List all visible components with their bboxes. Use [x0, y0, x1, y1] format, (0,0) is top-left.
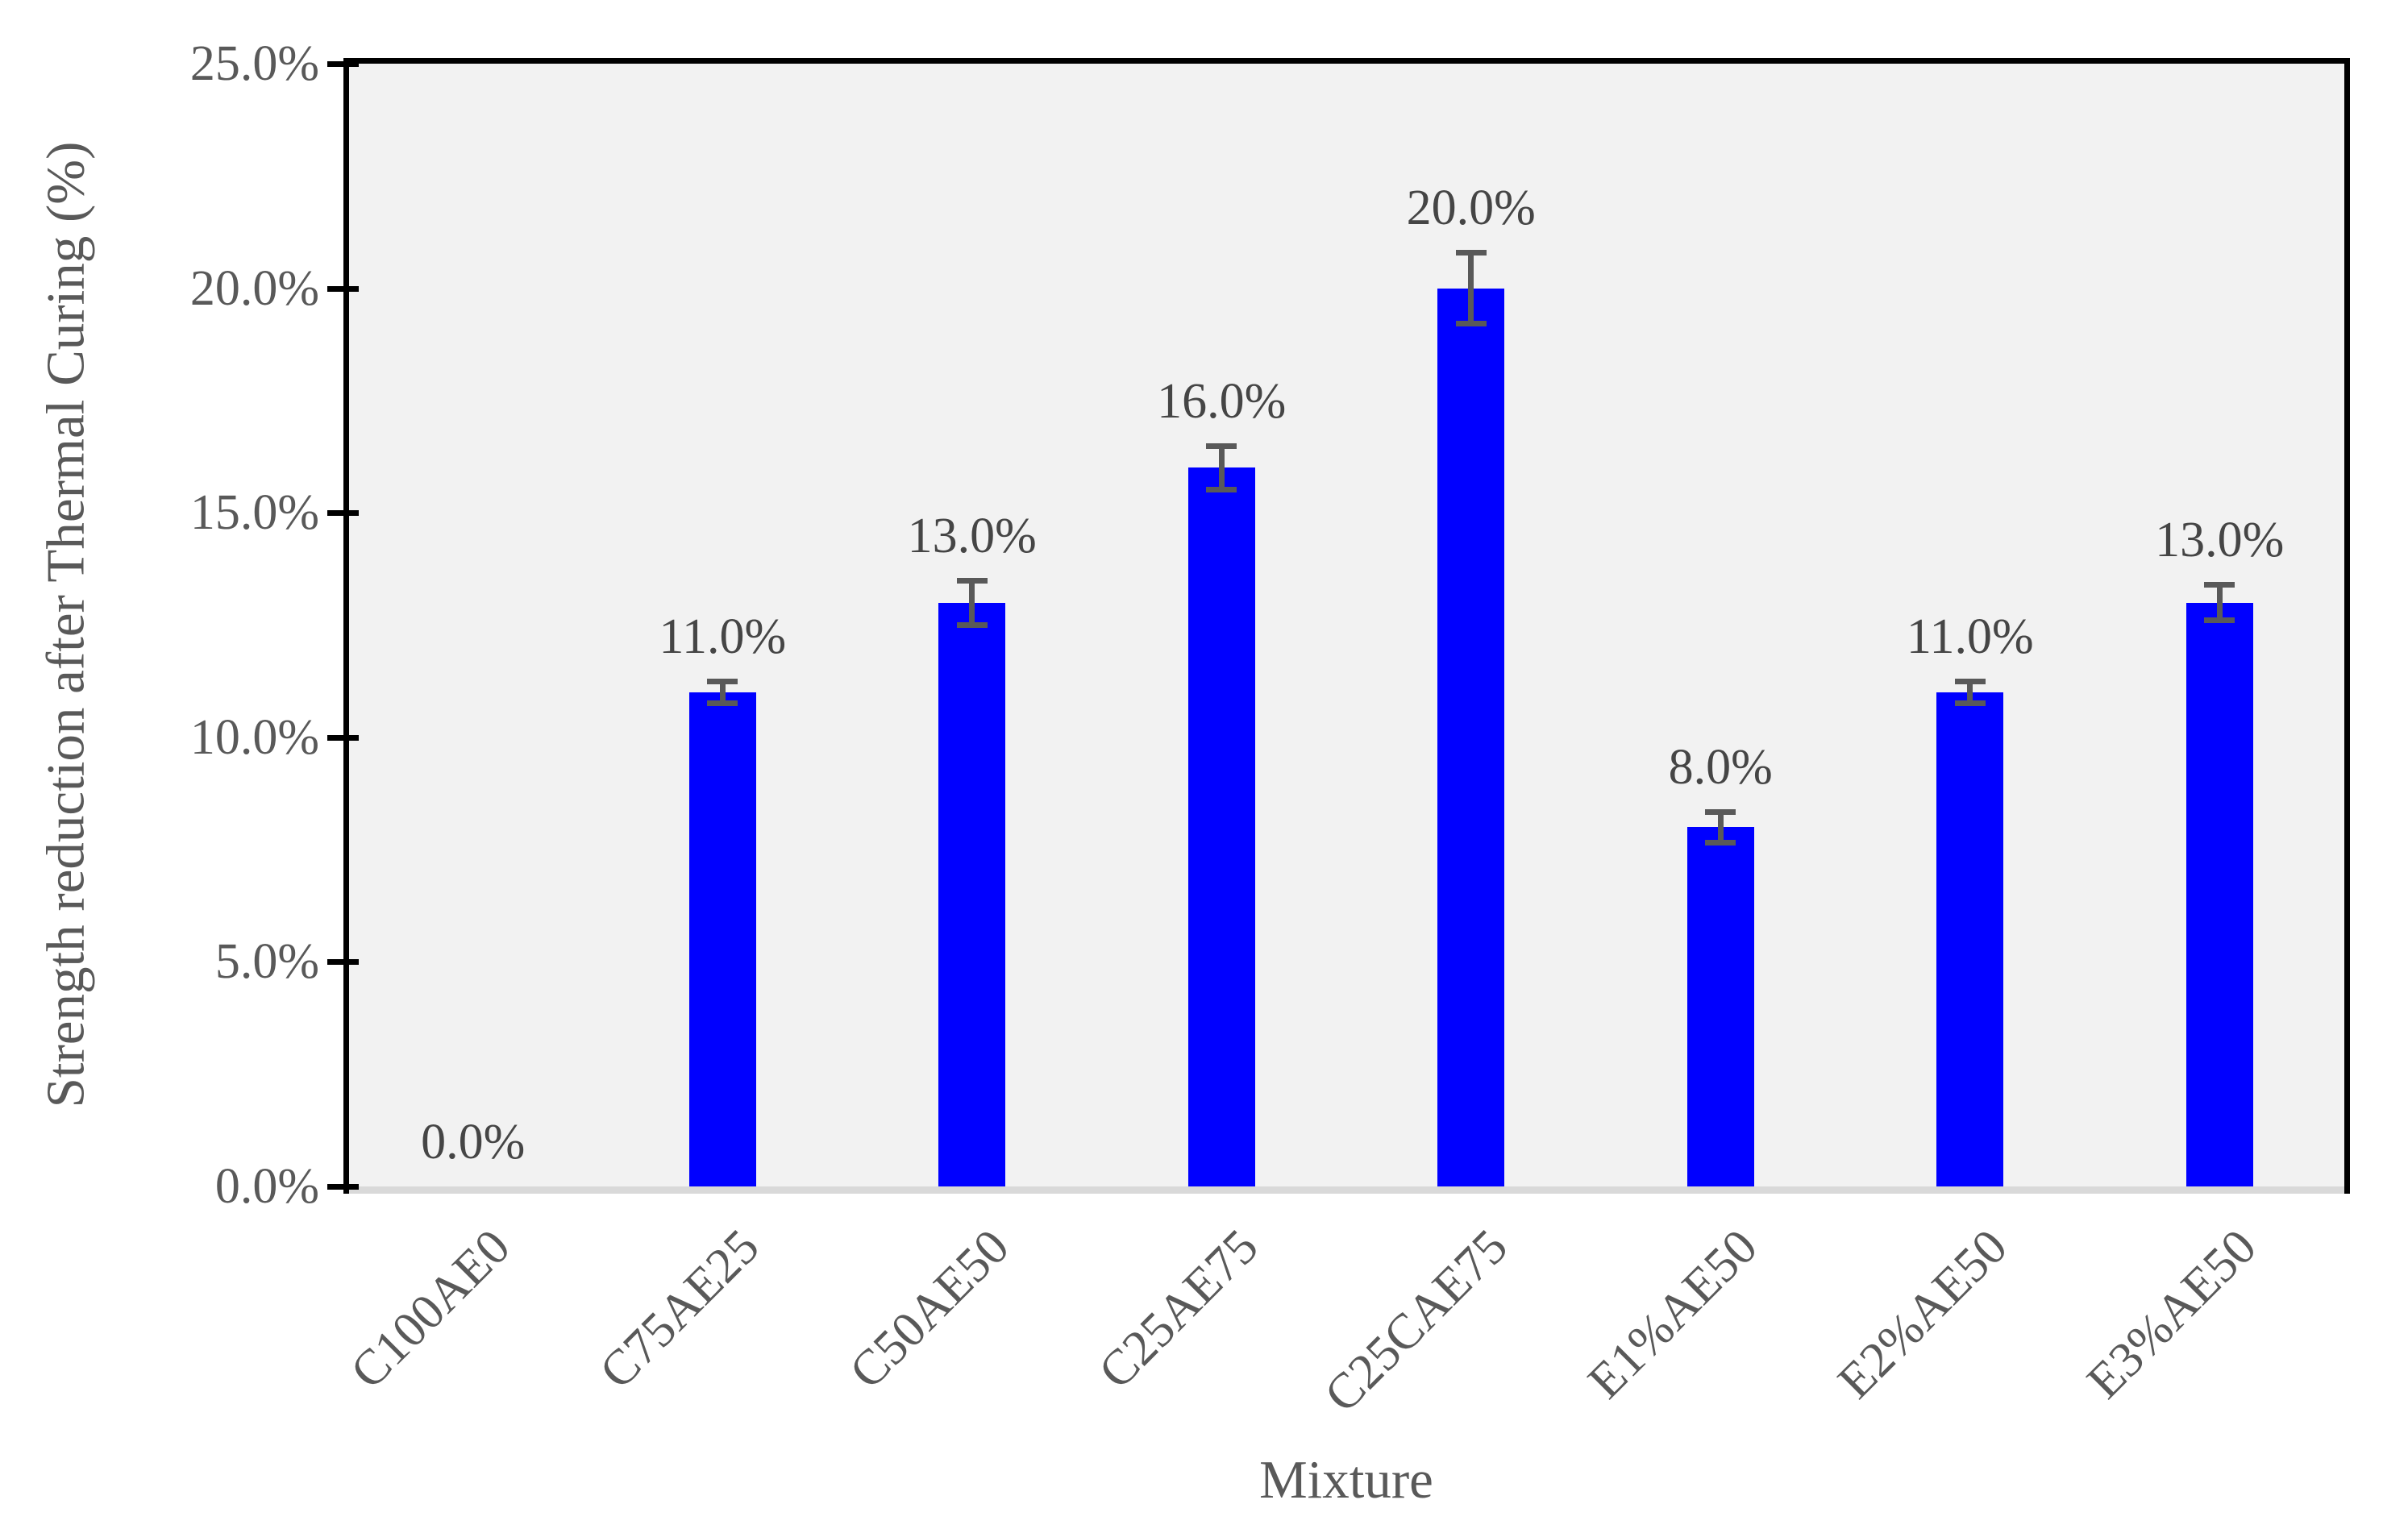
bar [1187, 467, 1255, 1186]
y-axis-tick-label: 10.0% [189, 709, 319, 765]
category-axis-line [349, 1186, 2344, 1194]
plot-border-right [2344, 58, 2350, 1194]
bar-value-label: 11.0% [1906, 609, 2034, 665]
error-bar-cap-bottom [707, 700, 738, 706]
category-axis-label: C75AE25 [589, 1219, 770, 1400]
plot-area [349, 64, 2344, 1194]
bar-value-label: 13.0% [2155, 513, 2285, 568]
error-bar-cap-bottom [1705, 839, 1736, 846]
y-axis-tick [327, 61, 359, 67]
bar [2185, 602, 2253, 1186]
bar-value-label: 0.0% [421, 1115, 526, 1170]
category-axis-label: C25AE75 [1088, 1219, 1269, 1400]
value-axis-line [343, 58, 349, 1194]
error-bar-cap-top [1954, 679, 1986, 685]
bar-value-label: 13.0% [907, 508, 1037, 563]
category-axis-label: E1%AE50 [1578, 1219, 1768, 1410]
y-axis-tick-label: 15.0% [189, 485, 319, 541]
category-axis-label: C50AE50 [838, 1219, 1020, 1400]
error-bar-line [719, 681, 726, 704]
error-bar-line [1218, 445, 1225, 491]
category-axis-label: C25CAE75 [1314, 1219, 1519, 1423]
bar [1686, 827, 1754, 1186]
y-axis-title: Strength reduction after Thermal Curing … [35, 141, 96, 1108]
error-bar-line [2216, 584, 2223, 621]
error-bar-cap-bottom [2204, 617, 2235, 623]
error-bar-cap-bottom [1954, 700, 1986, 706]
y-axis-tick [327, 510, 359, 517]
bar-value-label: 16.0% [1157, 373, 1287, 429]
bar [688, 692, 756, 1186]
error-bar-cap-top [1705, 808, 1736, 815]
error-bar-line [1468, 252, 1474, 325]
y-axis-tick-label: 5.0% [214, 934, 319, 990]
y-axis-tick-label: 25.0% [189, 36, 319, 91]
y-axis-tick [327, 734, 359, 741]
y-axis-tick-label: 0.0% [214, 1159, 319, 1214]
bar-value-label: 20.0% [1406, 181, 1536, 236]
y-axis-tick [327, 1184, 359, 1190]
bar-value-label: 11.0% [659, 609, 787, 665]
error-bar-cap-bottom [1206, 487, 1237, 493]
plot-border-top [343, 58, 2350, 64]
error-bar-cap-bottom [956, 621, 988, 628]
error-bar-cap-top [956, 577, 988, 584]
bar-value-label: 8.0% [1668, 739, 1773, 795]
bar [1936, 692, 2004, 1186]
category-axis-label: E3%AE50 [2077, 1219, 2267, 1410]
error-bar-cap-bottom [1455, 321, 1487, 327]
x-axis-title: Mixture [1259, 1450, 1433, 1510]
error-bar-cap-top [1455, 250, 1487, 256]
category-axis-label: C100AE0 [339, 1219, 521, 1400]
y-axis-tick [327, 959, 359, 966]
category-axis-label: E2%AE50 [1827, 1219, 2018, 1410]
error-bar-cap-top [707, 679, 738, 685]
error-bar-cap-top [2204, 582, 2235, 588]
bar [1437, 288, 1505, 1186]
bar [938, 602, 1006, 1186]
error-bar-line [1967, 681, 1973, 704]
y-axis-tick-label: 20.0% [189, 260, 319, 316]
error-bar-cap-top [1206, 442, 1237, 449]
y-axis-tick [327, 285, 359, 292]
error-bar-line [969, 580, 975, 625]
error-bar-line [1717, 811, 1724, 843]
